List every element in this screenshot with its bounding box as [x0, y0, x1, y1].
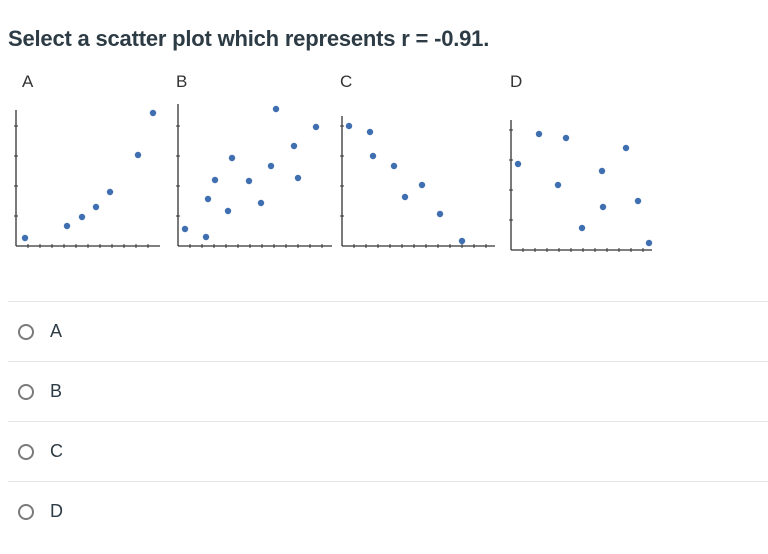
- scatter-point: [369, 152, 377, 160]
- scatter-point: [645, 239, 653, 247]
- scatter-point: [134, 151, 142, 159]
- scatter-point: [294, 174, 302, 182]
- scatter-point: [554, 181, 562, 189]
- scatter-point: [78, 213, 86, 221]
- scatter-point: [390, 162, 398, 170]
- scatter-plot-b: [176, 104, 332, 248]
- scatter-point: [211, 176, 219, 184]
- answer-label-d: D: [50, 501, 63, 521]
- scatter-plot-c: [340, 116, 495, 248]
- scatter-point: [92, 203, 100, 211]
- answer-option-c[interactable]: C: [8, 421, 768, 481]
- scatter-point: [63, 222, 71, 230]
- answer-label-b: B: [50, 381, 63, 401]
- radio-button[interactable]: [18, 503, 34, 520]
- radio-button[interactable]: [18, 323, 34, 340]
- answer-label-a: A: [50, 321, 63, 341]
- scatter-plot-d: [509, 120, 653, 252]
- scatter-point: [562, 134, 570, 142]
- question-text: Select a scatter plot which represents r…: [8, 26, 490, 51]
- scatter-point: [418, 181, 426, 189]
- scatter-point: [21, 234, 29, 242]
- scatter-point: [106, 188, 114, 196]
- scatter-point: [267, 162, 275, 170]
- scatter-point: [535, 130, 543, 138]
- answer-option-a[interactable]: A: [8, 301, 768, 361]
- plot-label-d: D: [510, 72, 523, 91]
- scatter-point: [366, 128, 374, 136]
- scatter-point: [514, 160, 522, 168]
- answer-option-b[interactable]: B: [8, 361, 768, 421]
- scatter-point: [345, 122, 353, 130]
- scatter-point: [257, 199, 265, 207]
- plot-label-c: C: [340, 72, 353, 91]
- scatter-point: [622, 144, 630, 152]
- scatter-point: [578, 224, 586, 232]
- radio-button[interactable]: [18, 443, 34, 460]
- plot-label-b: B: [176, 72, 188, 91]
- scatter-point: [245, 177, 253, 185]
- scatter-point: [312, 123, 320, 131]
- scatter-point: [149, 109, 157, 117]
- plot-label-a: A: [22, 72, 34, 91]
- radio-button[interactable]: [18, 383, 34, 400]
- scatter-point: [634, 197, 642, 205]
- scatter-point: [272, 105, 280, 113]
- scatter-point: [181, 225, 189, 233]
- answer-list: A B C D: [8, 301, 768, 541]
- scatter-point: [204, 195, 212, 203]
- scatter-point: [599, 203, 607, 211]
- scatter-plots: A B C D: [0, 60, 768, 270]
- scatter-point: [228, 154, 236, 162]
- scatter-point: [598, 167, 606, 175]
- answer-option-d[interactable]: D: [8, 481, 768, 541]
- answer-label-c: C: [50, 441, 63, 461]
- scatter-point: [436, 210, 444, 218]
- scatter-point: [202, 233, 210, 241]
- scatter-plot-a: [14, 109, 160, 248]
- scatter-point: [224, 207, 232, 215]
- scatter-point: [458, 237, 466, 245]
- scatter-point: [290, 142, 298, 150]
- scatter-point: [401, 193, 409, 201]
